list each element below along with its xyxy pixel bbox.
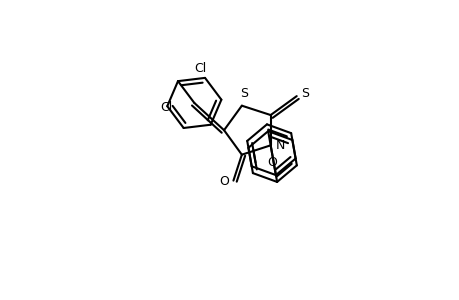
Text: O: O [267, 156, 276, 169]
Text: N: N [275, 139, 285, 152]
Text: Cl: Cl [194, 62, 206, 75]
Text: S: S [300, 87, 308, 100]
Text: S: S [240, 87, 248, 100]
Text: Cl: Cl [160, 101, 172, 114]
Text: O: O [219, 175, 229, 188]
